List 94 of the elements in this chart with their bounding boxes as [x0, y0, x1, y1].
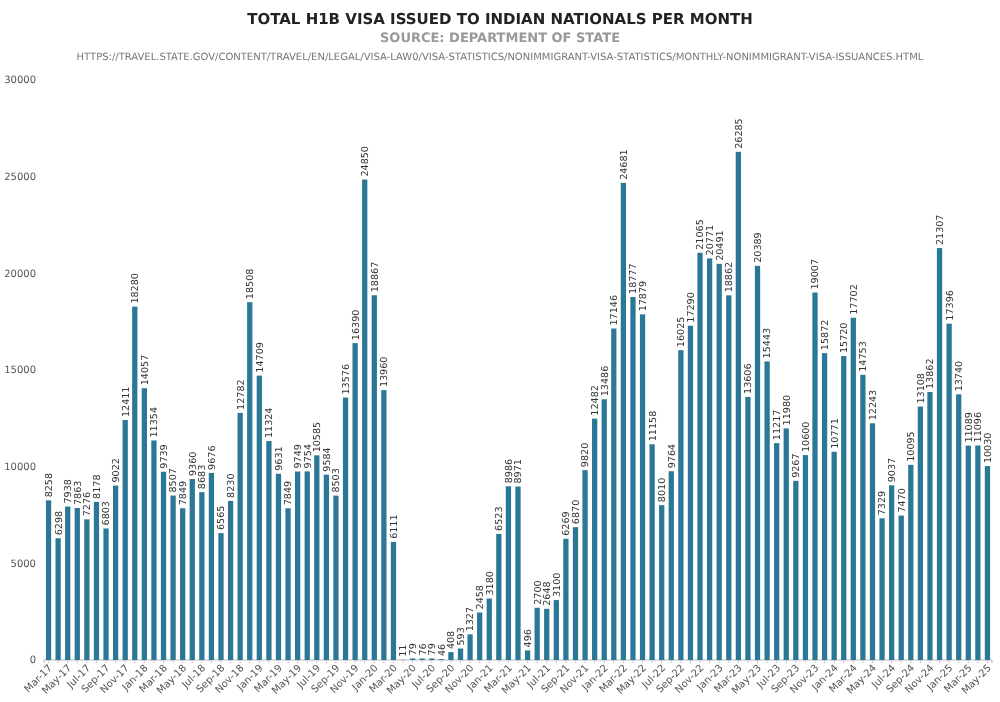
- bar: [754, 265, 761, 660]
- bar: [821, 353, 828, 660]
- bar: [908, 464, 914, 660]
- bar: [917, 406, 924, 660]
- bar: [764, 361, 770, 660]
- bar: [55, 538, 61, 660]
- bar: [448, 652, 454, 660]
- bar: [879, 518, 885, 660]
- bar: [544, 608, 550, 660]
- bar: [534, 607, 540, 660]
- bar: [687, 325, 694, 660]
- bar: [390, 541, 397, 660]
- bar: [457, 648, 464, 660]
- bar: [869, 423, 876, 660]
- bar: [237, 412, 243, 660]
- bar: [65, 506, 71, 660]
- bar: [199, 492, 205, 660]
- bar: [812, 292, 818, 660]
- bar: [381, 390, 387, 660]
- bar: [505, 486, 512, 660]
- bar: [295, 471, 301, 660]
- bar: [477, 612, 483, 660]
- bar: [735, 151, 741, 660]
- bar: [668, 471, 674, 660]
- bar: [275, 473, 282, 660]
- bar: [956, 394, 962, 660]
- bar: [793, 480, 799, 660]
- bar: [860, 374, 866, 660]
- bar: [850, 317, 856, 660]
- bar: [639, 314, 646, 660]
- bar: [227, 500, 234, 660]
- bar: [601, 399, 607, 660]
- bar: [946, 323, 952, 660]
- bar: [745, 396, 751, 660]
- bar: [93, 501, 100, 660]
- bar: [486, 598, 492, 660]
- bar: [678, 350, 684, 660]
- bar: [189, 479, 195, 660]
- bar: [362, 179, 368, 660]
- bar: [620, 182, 627, 660]
- bar: [352, 343, 358, 660]
- bar: [524, 650, 531, 660]
- bar: [266, 441, 272, 660]
- bar: [170, 495, 176, 660]
- bar: [342, 397, 349, 660]
- bar: [74, 507, 80, 660]
- bar: [515, 486, 521, 660]
- bar: [726, 295, 732, 660]
- bar: [716, 263, 722, 660]
- bar: [659, 505, 665, 660]
- bar: [84, 519, 90, 660]
- bar: [371, 295, 377, 660]
- bar: [592, 418, 598, 660]
- bar: [45, 500, 52, 660]
- bar: [496, 533, 502, 660]
- bar: [841, 356, 847, 660]
- bar: [965, 445, 971, 660]
- bar: [898, 515, 904, 660]
- bar: [563, 538, 569, 660]
- bar: [697, 252, 703, 660]
- bar: [132, 306, 138, 660]
- bar: [889, 485, 895, 660]
- bar: [103, 528, 109, 660]
- bar: [122, 420, 128, 660]
- bar: [285, 508, 291, 660]
- bar: [467, 634, 473, 660]
- bar: [314, 455, 320, 660]
- bar: [802, 455, 809, 660]
- bar: [572, 527, 579, 660]
- bar: [112, 485, 119, 660]
- bar: [208, 472, 215, 660]
- bar: [630, 296, 636, 660]
- bar: [180, 508, 186, 660]
- bar: [247, 302, 253, 660]
- bar: [774, 443, 780, 660]
- bar: [975, 445, 981, 660]
- bar: [649, 444, 655, 660]
- bar: [611, 328, 617, 660]
- bar: [141, 388, 147, 660]
- bar: [160, 471, 167, 660]
- bar: [218, 533, 224, 660]
- bar: [831, 451, 837, 660]
- bar: [783, 428, 789, 660]
- bar: [333, 495, 339, 660]
- bar: [936, 248, 943, 660]
- bar: [256, 375, 262, 660]
- bar: [151, 440, 157, 660]
- bar: [304, 471, 310, 660]
- bar: [553, 600, 559, 660]
- bar: [706, 258, 713, 660]
- bar: [984, 466, 991, 660]
- bar: [323, 474, 330, 660]
- bar: [927, 392, 933, 660]
- bar: [582, 470, 588, 660]
